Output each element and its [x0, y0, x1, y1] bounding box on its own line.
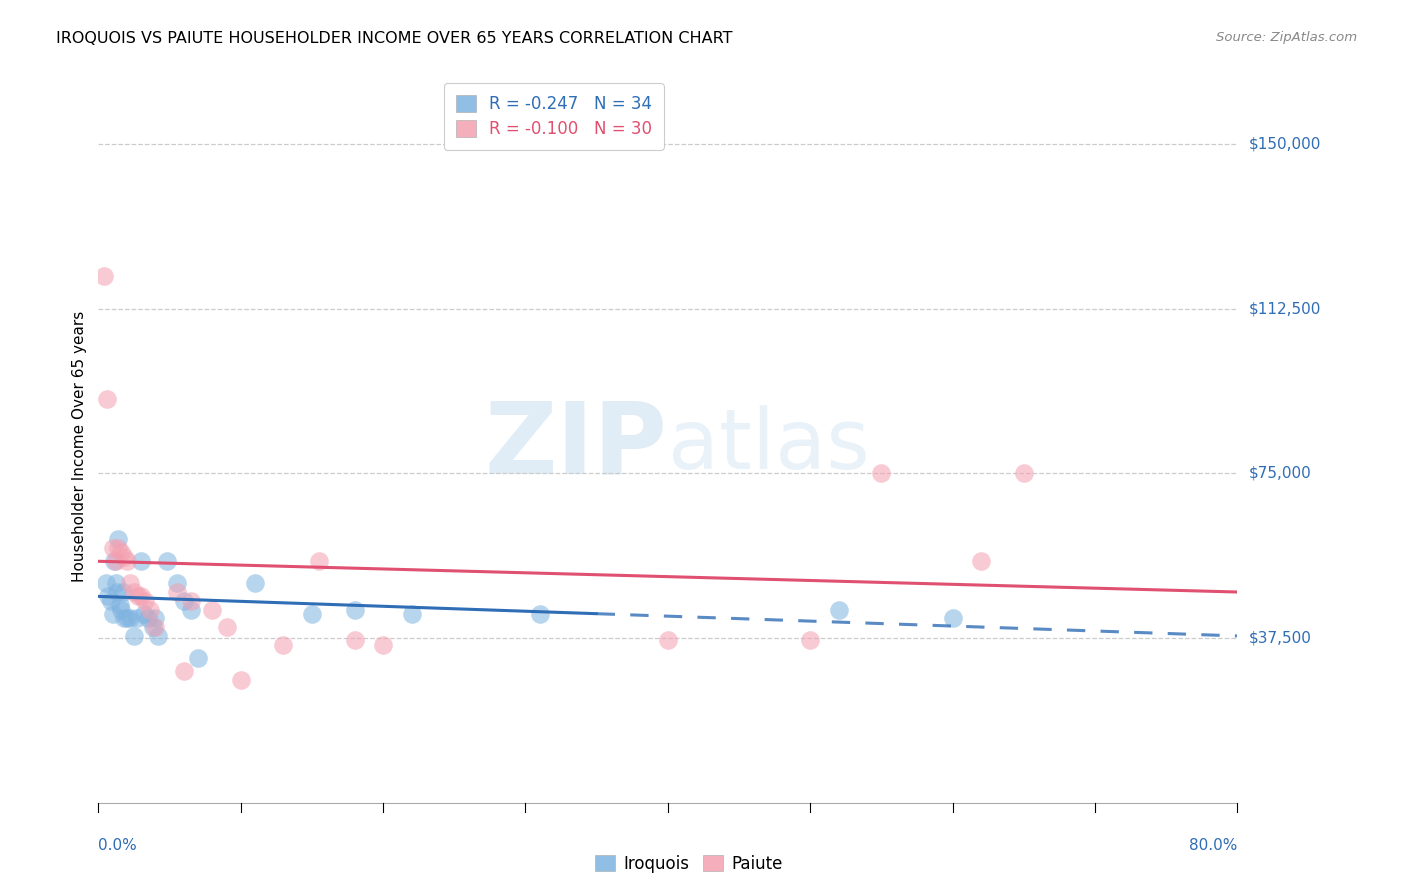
Point [100, 594, 122, 608]
Text: $150,000: $150,000 [1249, 136, 1320, 152]
Point [173, 594, 195, 608]
Point [187, 651, 209, 665]
Point [97, 590, 120, 604]
Point [122, 585, 145, 599]
Text: 80.0%: 80.0% [1189, 838, 1237, 853]
Legend: Iroquois, Paiute: Iroquois, Paiute [589, 848, 789, 880]
Point [101, 607, 124, 621]
Point [94, 576, 117, 591]
Point [134, 594, 156, 608]
Point [343, 633, 366, 648]
Point [105, 585, 128, 599]
Point [104, 576, 127, 591]
Point [111, 585, 134, 599]
Point [107, 541, 129, 555]
Point [180, 594, 202, 608]
Point [115, 554, 138, 568]
Point [112, 549, 135, 564]
Point [107, 533, 129, 547]
Text: $75,000: $75,000 [1249, 466, 1312, 481]
Text: $37,500: $37,500 [1249, 631, 1312, 646]
Point [942, 611, 965, 625]
Point [127, 590, 149, 604]
Point [828, 602, 851, 616]
Text: IROQUOIS VS PAIUTE HOUSEHOLDER INCOME OVER 65 YEARS CORRELATION CHART: IROQUOIS VS PAIUTE HOUSEHOLDER INCOME OV… [56, 31, 733, 46]
Point [103, 554, 125, 568]
Y-axis label: Householder Income Over 65 years: Householder Income Over 65 years [72, 310, 87, 582]
Point [173, 664, 195, 678]
Text: ZIP: ZIP [485, 398, 668, 494]
Text: 0.0%: 0.0% [98, 838, 138, 853]
Legend: R = -0.247   N = 34, R = -0.100   N = 30: R = -0.247 N = 34, R = -0.100 N = 30 [444, 83, 664, 150]
Point [132, 607, 155, 621]
Point [308, 554, 330, 568]
Point [166, 585, 188, 599]
Point [129, 590, 152, 604]
Point [96, 392, 118, 406]
Point [229, 673, 252, 687]
Point [156, 554, 179, 568]
Point [136, 611, 159, 625]
Point [373, 638, 395, 652]
Point [799, 633, 821, 648]
Point [401, 607, 423, 621]
Point [273, 638, 295, 652]
Point [141, 620, 163, 634]
Point [125, 611, 148, 625]
Text: atlas: atlas [668, 406, 869, 486]
Point [93, 268, 115, 283]
Text: Source: ZipAtlas.com: Source: ZipAtlas.com [1216, 31, 1357, 45]
Point [101, 541, 124, 555]
Point [122, 629, 145, 643]
Point [1012, 467, 1035, 481]
Point [870, 467, 893, 481]
Point [108, 598, 131, 612]
Text: $112,500: $112,500 [1249, 301, 1320, 317]
Point [112, 611, 135, 625]
Point [970, 554, 993, 568]
Point [180, 602, 202, 616]
Point [110, 602, 132, 616]
Point [301, 607, 323, 621]
Point [657, 633, 679, 648]
Point [138, 602, 160, 616]
Point [148, 629, 170, 643]
Point [110, 545, 132, 559]
Point [343, 602, 366, 616]
Point [118, 611, 141, 625]
Point [201, 602, 224, 616]
Point [145, 620, 167, 634]
Point [118, 576, 141, 591]
Point [145, 611, 167, 625]
Point [166, 576, 188, 591]
Point [104, 554, 127, 568]
Point [215, 620, 238, 634]
Point [129, 554, 152, 568]
Point [529, 607, 551, 621]
Point [243, 576, 266, 591]
Point [115, 611, 138, 625]
